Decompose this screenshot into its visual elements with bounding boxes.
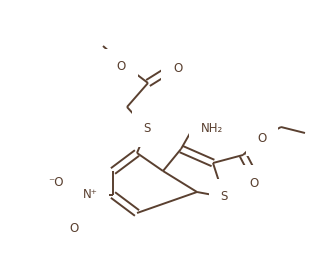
Text: NH₂: NH₂: [201, 122, 223, 134]
Text: O: O: [117, 60, 126, 74]
Text: S: S: [220, 190, 228, 204]
Text: S: S: [143, 123, 151, 135]
Text: O: O: [173, 61, 182, 75]
Text: N⁺: N⁺: [82, 188, 97, 201]
Text: ⁻O: ⁻O: [49, 176, 64, 188]
Text: O: O: [257, 132, 267, 144]
Text: O: O: [69, 222, 79, 235]
Text: O: O: [249, 177, 259, 190]
